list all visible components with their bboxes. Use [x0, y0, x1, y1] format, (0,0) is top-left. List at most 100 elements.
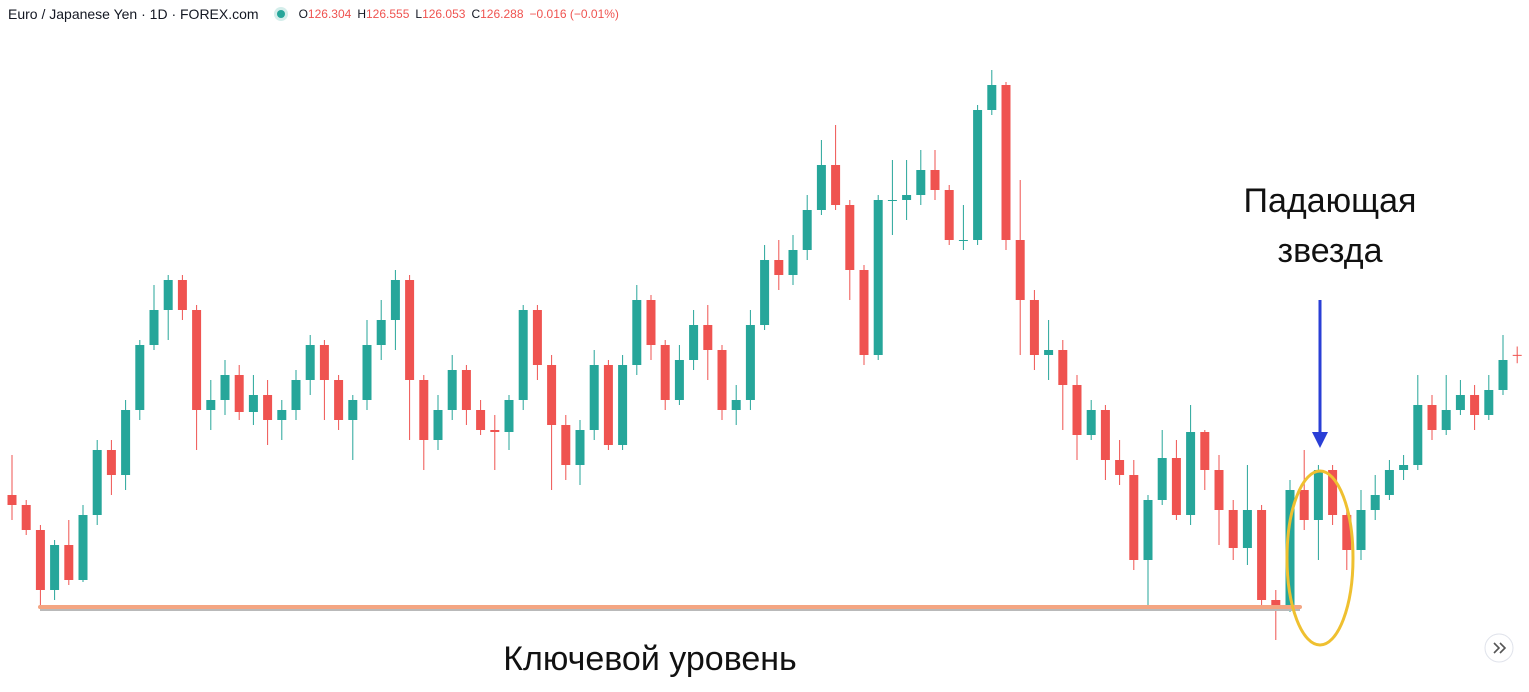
label: O — [298, 7, 308, 21]
candle-body — [745, 325, 755, 400]
candle-body — [1242, 510, 1252, 548]
candle-body — [21, 505, 31, 530]
candle-body — [674, 360, 684, 400]
candle-body — [859, 270, 869, 355]
candle-body — [220, 375, 230, 400]
candle-body — [1470, 395, 1480, 415]
candle-body — [1228, 510, 1238, 548]
candle-body — [291, 380, 301, 410]
value: 126.288 — [480, 7, 524, 21]
candle-body — [234, 375, 244, 412]
candle-body — [192, 310, 202, 410]
candle-body — [547, 365, 557, 425]
candle-body — [703, 325, 713, 350]
candle-body — [1285, 490, 1295, 608]
candle-body — [1328, 470, 1338, 515]
candle-body — [717, 350, 727, 410]
candle-body — [774, 260, 784, 275]
candle-body — [1441, 410, 1451, 430]
candle-body — [362, 345, 372, 400]
button-icon[interactable] — [1493, 642, 1507, 654]
candle-body — [447, 370, 457, 410]
candle-body — [263, 395, 273, 420]
candle-body — [92, 450, 102, 515]
candle-body — [845, 205, 855, 270]
status-dot — [276, 10, 285, 18]
candle-body — [1129, 475, 1139, 560]
candle-body — [121, 410, 131, 475]
candle-body — [490, 430, 500, 432]
candle-body — [987, 85, 997, 110]
arrow-head — [1312, 432, 1328, 448]
candle-body — [206, 400, 216, 410]
ohlc-low: L126.053 — [415, 7, 465, 21]
candle-body — [319, 345, 329, 380]
candle-body — [1186, 432, 1196, 515]
candle-body — [1370, 495, 1380, 510]
label: C — [471, 7, 481, 21]
candle-body — [78, 515, 88, 580]
pattern-highlight — [1285, 469, 1355, 647]
candle-body — [788, 250, 798, 275]
candle-body — [1484, 390, 1494, 415]
candle-body — [930, 170, 940, 190]
candle-body — [1200, 432, 1210, 470]
ohlc-close: C126.288 — [471, 7, 523, 21]
candle-body — [163, 280, 173, 310]
candle-body — [646, 300, 656, 345]
candle-body — [831, 165, 841, 205]
ohlc-high: H126.555 — [357, 7, 409, 21]
candle-body — [589, 365, 599, 430]
candle-body — [518, 310, 528, 400]
candle-body — [1143, 500, 1153, 560]
candle-body — [660, 345, 670, 400]
candle-body — [1044, 350, 1054, 355]
candle-body — [1086, 410, 1096, 435]
candle-body — [873, 200, 883, 355]
candle-body — [461, 370, 471, 410]
candle-body — [618, 365, 628, 445]
candle-body — [902, 195, 912, 200]
candle-body — [1384, 470, 1394, 495]
candle-body — [689, 325, 699, 360]
candle-body — [561, 425, 571, 465]
candles — [7, 70, 1522, 640]
scroll-button[interactable] — [1484, 633, 1514, 663]
candle-body — [504, 400, 514, 432]
value: 126.304 — [307, 7, 352, 21]
ohlc-open: O126.304 — [299, 7, 352, 21]
candle-body — [348, 400, 358, 420]
candle-body — [1015, 240, 1025, 300]
candle-body — [916, 170, 926, 195]
candle-body — [64, 545, 74, 580]
candle-body — [305, 345, 315, 380]
candle-body — [476, 410, 486, 430]
candle-body — [1413, 405, 1423, 465]
candle-body — [1214, 470, 1224, 510]
candle-body — [632, 300, 642, 365]
candle-body — [1029, 300, 1039, 355]
candle-body — [277, 410, 287, 420]
candle-body — [7, 495, 17, 505]
candle-body — [1356, 510, 1366, 550]
candle-body — [1512, 354, 1522, 356]
candle-body — [248, 395, 258, 412]
candle-body — [1257, 510, 1267, 600]
candle-body — [1072, 385, 1082, 435]
candle-body — [731, 400, 741, 410]
candle-body — [1001, 85, 1011, 240]
label: H — [357, 7, 366, 21]
candle-body — [887, 200, 897, 201]
candle-body — [35, 530, 45, 590]
candle-body — [760, 260, 770, 325]
pattern-label: Падающая — [1244, 182, 1417, 220]
candle-body — [149, 310, 159, 345]
candle-body — [177, 280, 187, 310]
candle-body — [433, 410, 443, 440]
candle-body — [1455, 395, 1465, 410]
candle-body — [1271, 600, 1281, 608]
candle-body — [1399, 465, 1409, 470]
value: 126.053 — [422, 7, 466, 21]
